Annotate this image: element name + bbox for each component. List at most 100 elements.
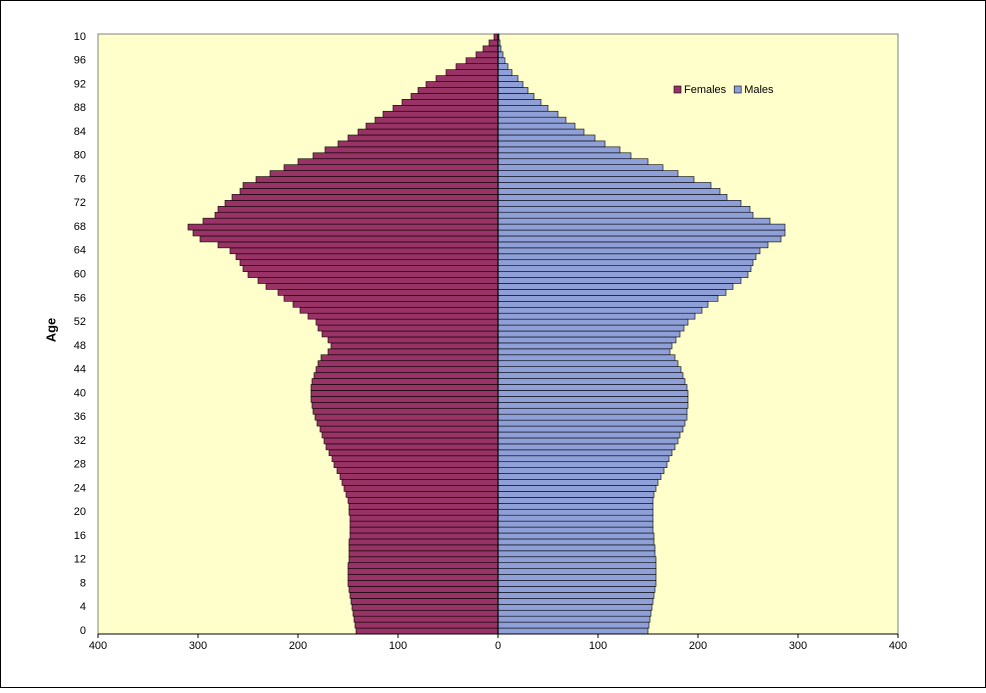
bar (355, 627, 499, 635)
bar (242, 265, 499, 272)
bar (401, 99, 499, 106)
bar (497, 592, 655, 599)
x-tick-label: 0 (495, 640, 501, 652)
x-tick-label: 100 (389, 640, 407, 652)
bar (497, 87, 529, 94)
bar (482, 45, 499, 53)
legend-label: Females (684, 84, 727, 96)
bar (312, 407, 499, 415)
bar (310, 384, 499, 391)
bar (497, 51, 504, 59)
y-tick-label: 52 (74, 316, 86, 328)
bar (497, 568, 657, 575)
y-tick-label: 96 (74, 55, 86, 67)
bar (497, 194, 728, 201)
bar (497, 247, 761, 255)
y-axis-label: Age (43, 318, 58, 343)
bar (475, 51, 499, 59)
bar (497, 514, 654, 522)
bar (497, 330, 681, 338)
bar (497, 176, 695, 183)
bar (297, 158, 499, 165)
bar (348, 538, 499, 546)
bar (313, 372, 499, 379)
bar (316, 419, 499, 427)
bar (497, 532, 655, 540)
bar (497, 306, 703, 314)
bar (310, 396, 499, 403)
bar (283, 295, 499, 302)
bar (497, 116, 567, 124)
bar (497, 283, 734, 290)
bar (497, 556, 657, 564)
bar (497, 396, 689, 403)
bar (348, 556, 499, 564)
y-tick-label: 24 (74, 482, 86, 494)
bar (497, 467, 665, 474)
bar (497, 615, 651, 623)
bar (382, 110, 499, 118)
bar (347, 134, 499, 142)
bar (497, 336, 677, 344)
bar (187, 223, 499, 231)
bar (307, 312, 499, 320)
bar (497, 277, 742, 284)
bar (327, 348, 499, 356)
bar (247, 271, 499, 278)
x-tick-label: 100 (589, 640, 607, 652)
bar (497, 485, 657, 492)
bar (320, 354, 499, 362)
bar (199, 235, 499, 243)
bar (497, 503, 654, 510)
bar (324, 146, 499, 154)
bar (497, 134, 596, 142)
bar (497, 449, 673, 457)
bar (488, 39, 499, 47)
bar (497, 550, 656, 558)
bar (497, 348, 671, 356)
y-tick-label: 76 (74, 173, 86, 185)
bar (497, 158, 649, 165)
bar (314, 413, 499, 421)
bar (455, 63, 499, 70)
bar (497, 271, 749, 278)
bar (497, 479, 659, 486)
x-tick-label: 400 (889, 640, 907, 652)
bar (349, 514, 499, 522)
bar (345, 491, 499, 498)
bar (497, 562, 657, 569)
bar (497, 324, 685, 332)
bar (349, 526, 499, 534)
bar (349, 520, 499, 528)
bar (497, 473, 662, 480)
y-tick-label: 64 (74, 245, 86, 257)
y-tick-label: 92 (74, 78, 86, 90)
bar (497, 188, 721, 195)
bar (497, 223, 786, 231)
y-tick-label: 4 (80, 601, 86, 613)
y-tick-label: 80 (74, 150, 86, 162)
bar (497, 205, 751, 213)
y-tick-label: 44 (74, 364, 86, 376)
bar (497, 455, 670, 463)
bar (239, 259, 499, 266)
bar (347, 574, 499, 581)
bar (497, 407, 688, 415)
bar (497, 461, 668, 468)
bar (348, 503, 499, 510)
bar (497, 413, 688, 421)
bar (352, 609, 499, 617)
bar (497, 152, 632, 160)
bar (321, 431, 499, 439)
bar (497, 419, 686, 427)
legend-swatch (673, 85, 682, 94)
y-tick-label: 72 (74, 197, 86, 209)
legend-label: Males (744, 84, 774, 96)
bar (239, 188, 499, 195)
bar (328, 449, 499, 457)
x-tick-label: 300 (189, 640, 207, 652)
bar (497, 104, 549, 112)
bar (348, 550, 499, 558)
legend-swatch (733, 85, 742, 94)
